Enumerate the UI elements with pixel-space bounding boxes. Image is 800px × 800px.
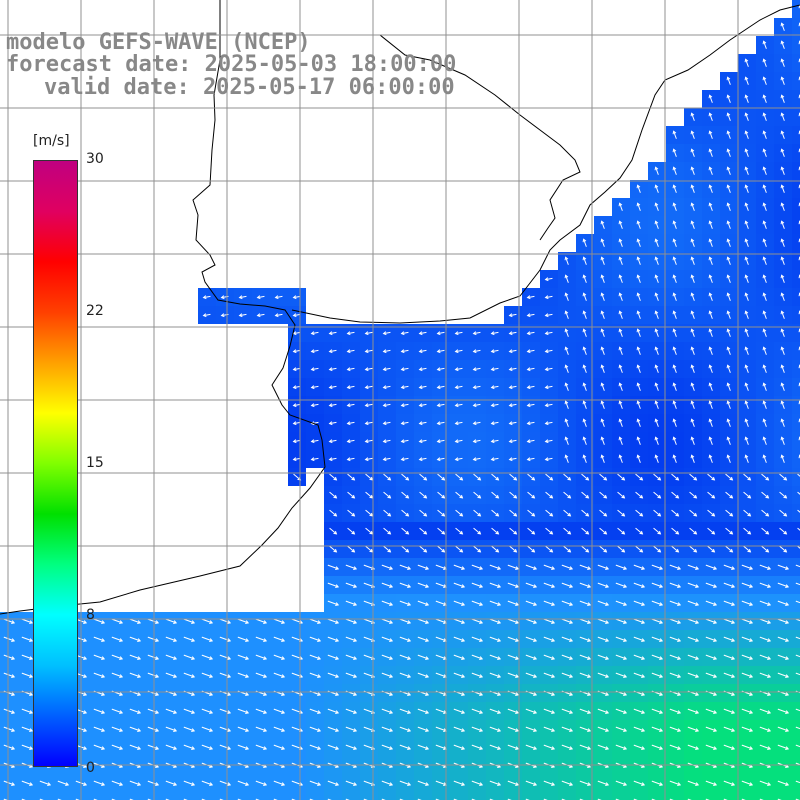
colorbar-units: [m/s]: [33, 133, 70, 149]
colorbar-tick-30: 30: [86, 151, 104, 167]
colorbar: [33, 160, 78, 767]
coastline: [0, 0, 800, 615]
model-title: modelo GEFS-WAVE (NCEP): [6, 30, 311, 55]
colorbar-tick-22: 22: [86, 303, 104, 319]
valid-date: valid date: 2025-05-17 06:00:00: [44, 75, 455, 100]
colorbar-tick-15: 15: [86, 455, 104, 471]
colorbar-tick-8: 8: [86, 607, 95, 623]
colorbar-tick-0: 0: [86, 760, 95, 776]
forecast-date: forecast date: 2025-05-03 18:00:00: [6, 52, 457, 77]
